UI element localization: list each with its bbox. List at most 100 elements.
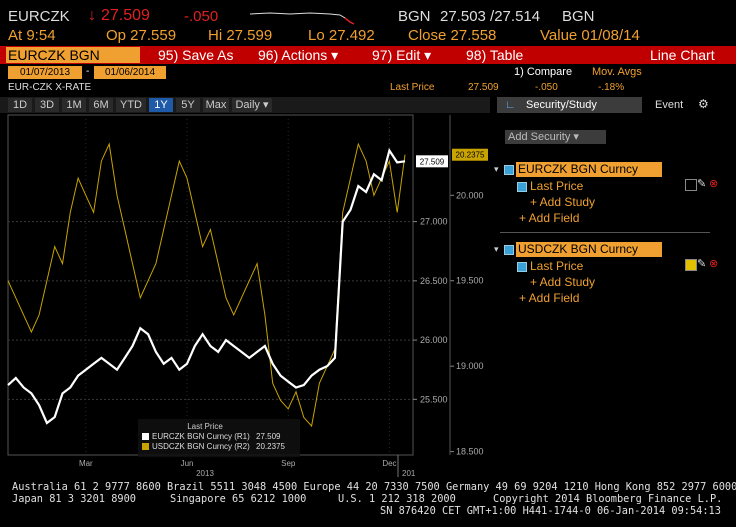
start-date[interactable]: 01/07/2013 (8, 66, 82, 79)
footer-session: SN 876420 CET GMT+1:00 H441-1744-0 06-Ja… (380, 505, 721, 517)
chart-icon: ∟ (505, 99, 516, 111)
checkbox[interactable] (504, 245, 514, 255)
y-tick-label: 26.000 (420, 335, 448, 345)
field-pct: -.18% (598, 82, 625, 93)
add-study[interactable]: + Add Study (530, 275, 596, 289)
last-value-label: 20.2375 (456, 151, 485, 160)
footer-singapore: Singapore 65 6212 1000 (170, 493, 307, 505)
quote-value: Value 01/08/14 (540, 27, 640, 44)
checkbox[interactable] (504, 165, 514, 175)
field-entry[interactable]: Last Price (530, 179, 584, 193)
security-entry[interactable]: USDCZK BGN Curncy (516, 242, 662, 257)
field-change: -.050 (535, 82, 558, 93)
legend-swatch (142, 443, 149, 450)
footer-japan: Japan 81 3 3201 8900 (12, 493, 136, 505)
security-study-tab[interactable]: Security/Study (526, 99, 597, 111)
period-tab[interactable]: Daily ▾ (232, 98, 272, 112)
security-entry[interactable]: EURCZK BGN Curncy (516, 162, 662, 177)
y2-tick-label: 18.500 (456, 447, 484, 457)
quote-high: Hi 27.599 (208, 27, 273, 44)
y2-tick-label: 20.000 (456, 190, 484, 200)
chart-type[interactable]: Line Chart (650, 47, 715, 63)
last-value-box (416, 155, 448, 168)
add-field[interactable]: + Add Field (519, 211, 580, 225)
footer-copyright: Copyright 2014 Bloomberg Finance L.P. (493, 493, 723, 505)
field-label: Last Price (390, 82, 435, 93)
legend-bg (138, 419, 300, 457)
source: BGN (562, 8, 595, 25)
edit-icon[interactable]: ✎ (697, 178, 707, 190)
edit-icon[interactable]: ✎ (697, 258, 707, 270)
table-button[interactable]: 98) Table (466, 47, 524, 63)
y-tick-label: 25.500 (420, 394, 448, 404)
period-tab[interactable]: Max (203, 98, 229, 112)
checkbox[interactable] (517, 262, 527, 272)
expand-arrow[interactable]: ▾ (494, 164, 499, 174)
field-entry[interactable]: Last Price (530, 259, 584, 273)
actions-menu[interactable]: 96) Actions ▾ (258, 47, 339, 63)
tab-active-bg (497, 97, 642, 113)
year-label: 2013 (196, 469, 214, 478)
color-swatch[interactable] (685, 259, 697, 271)
security-name: EUR-CZK X-RATE (8, 82, 92, 93)
x-tick-label: Sep (281, 459, 296, 468)
add-field[interactable]: + Add Field (519, 291, 580, 305)
series-line (7, 147, 406, 425)
quote-close: Close 27.558 (408, 27, 497, 44)
add-study[interactable]: + Add Study (530, 195, 596, 209)
add-security-button[interactable]: Add Security ▾ (505, 130, 606, 144)
settings-gear[interactable]: ⚙ (698, 97, 709, 111)
x-tick-label: Jun (181, 459, 194, 468)
legend-title: Last Price (187, 422, 223, 431)
compare-button[interactable]: 1) Compare (514, 66, 573, 78)
period-tab[interactable]: 1D (8, 98, 32, 112)
footer-us: U.S. 1 212 318 2000 (338, 493, 456, 505)
ticker: EURCZK (8, 8, 70, 25)
bid-ask: 27.503 /27.514 (440, 8, 541, 25)
period-tab[interactable]: YTD (116, 98, 146, 112)
year-label: 201 (402, 469, 416, 478)
sparkline (250, 12, 355, 25)
last-value-label: 27.509 (420, 157, 445, 166)
quote-open: Op 27.559 (106, 27, 177, 44)
menu-bar (0, 46, 736, 64)
period-tab[interactable]: 5Y (176, 98, 200, 112)
down-arrow: ↓ (88, 7, 96, 24)
mov-avgs-button[interactable]: Mov. Avgs (592, 66, 642, 78)
legend-swatch (142, 433, 149, 440)
last-price: 27.509 (101, 7, 150, 24)
checkbox[interactable] (517, 182, 527, 192)
period-tab[interactable]: 3D (35, 98, 59, 112)
period-tab[interactable]: 1M (62, 98, 86, 112)
footer-contacts: Australia 61 2 9777 8600 Brazil 5511 304… (12, 481, 736, 493)
change: -.050 (184, 8, 219, 25)
source: BGN (398, 8, 431, 25)
color-swatch[interactable] (685, 179, 697, 191)
delete-icon[interactable]: ⊗ (709, 258, 719, 270)
add-security-label: Add Security (508, 131, 571, 143)
security-box[interactable]: EURCZK BGN Curncy (6, 47, 140, 79)
legend-label: USDCZK BGN Curncy (R2) (152, 442, 250, 451)
y-tick-label: 27.000 (420, 217, 448, 227)
expand-arrow[interactable]: ▾ (494, 244, 499, 254)
legend-value: 20.2375 (256, 442, 285, 451)
field-last: 27.509 (468, 82, 499, 93)
y2-tick-label: 19.500 (456, 276, 484, 286)
quote-time: At 9:54 (8, 27, 56, 44)
edit-menu[interactable]: 97) Edit ▾ (372, 47, 432, 63)
legend-value: 27.509 (256, 432, 281, 441)
period-tab[interactable]: 6M (89, 98, 113, 112)
delete-icon[interactable]: ⊗ (709, 178, 719, 190)
save-button[interactable]: 95) Save As (158, 47, 234, 63)
chart: 25.500 26.000 26.500 27.000 18.500 19.000 19.5… (7, 114, 488, 478)
end-date[interactable]: 01/06/2014 (94, 66, 166, 79)
panel-divider (500, 232, 710, 233)
date-separator: - (86, 66, 90, 77)
plot-area (7, 114, 414, 456)
last-value-box (452, 148, 488, 161)
period-tab[interactable]: 1Y (149, 98, 173, 112)
event-tab[interactable]: Event (655, 99, 684, 111)
legend-label: EURCZK BGN Curncy (R1) (152, 432, 250, 441)
